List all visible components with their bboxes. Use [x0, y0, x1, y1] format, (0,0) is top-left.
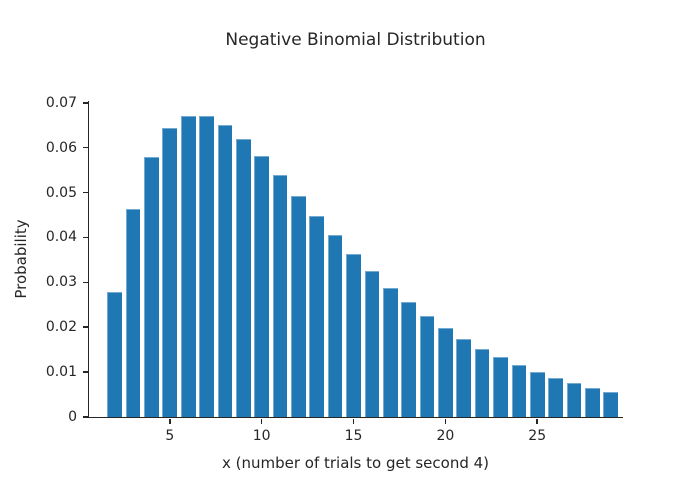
bar	[401, 302, 416, 417]
y-tick-mark	[82, 236, 88, 239]
bar	[438, 328, 453, 417]
y-tick-label: 0.03	[45, 274, 77, 291]
x-tick-mark	[169, 418, 171, 424]
x-tick-label: 5	[165, 428, 175, 444]
x-tick-mark	[260, 418, 263, 424]
bar	[180, 116, 196, 417]
x-tick-mark	[352, 418, 355, 424]
y-tick-label: 0.06	[45, 139, 77, 156]
bar	[382, 287, 398, 417]
bar	[107, 292, 123, 417]
bar	[125, 209, 141, 417]
y-tick-label: 0	[68, 409, 77, 425]
bar	[548, 377, 563, 417]
bar	[291, 195, 306, 417]
bar	[346, 253, 361, 417]
bar	[199, 116, 214, 417]
x-tick-label: 25	[528, 428, 547, 444]
y-tick-label: 0.02	[45, 319, 77, 336]
bar	[419, 315, 435, 417]
y-tick-label: 0.05	[45, 184, 77, 201]
bar	[566, 383, 582, 417]
bar	[327, 235, 343, 417]
bar	[364, 271, 380, 417]
y-tick-mark	[82, 102, 88, 104]
y-tick-mark	[82, 146, 88, 149]
plot-area: 0 0.01 0.02 0.03 0.04 0.05 0.06 0.07 5 10 15 20 25	[46, 96, 623, 443]
bar	[144, 157, 159, 417]
x-tick-label: 20	[436, 428, 455, 444]
y-tick-mark	[82, 281, 88, 284]
bar	[217, 124, 233, 417]
x-tick-label: 15	[344, 428, 363, 444]
bar	[235, 138, 251, 417]
bar	[603, 391, 619, 417]
x-tick-label: 10	[252, 428, 271, 444]
bar	[529, 371, 545, 417]
bar	[254, 156, 270, 417]
bar	[309, 215, 325, 417]
x-tick-mark	[536, 418, 538, 424]
y-tick-label: 0.04	[45, 229, 77, 246]
x-axis-label: x (number of trials to get second 4)	[221, 454, 490, 472]
chart-title: Negative Binomial Distribution	[225, 30, 486, 50]
bar	[456, 338, 472, 417]
y-tick-mark	[82, 191, 88, 194]
y-tick-mark	[82, 416, 88, 418]
y-tick-mark	[82, 371, 88, 373]
bar	[474, 348, 490, 417]
y-tick-mark	[82, 326, 88, 328]
bar	[272, 175, 288, 417]
bar	[511, 365, 527, 417]
y-tick-label: 0.01	[45, 364, 77, 381]
x-tick-mark	[444, 418, 447, 424]
bar	[584, 387, 600, 417]
bar	[162, 128, 178, 417]
bar	[493, 357, 508, 417]
y-tick-label: 0.07	[45, 94, 77, 111]
